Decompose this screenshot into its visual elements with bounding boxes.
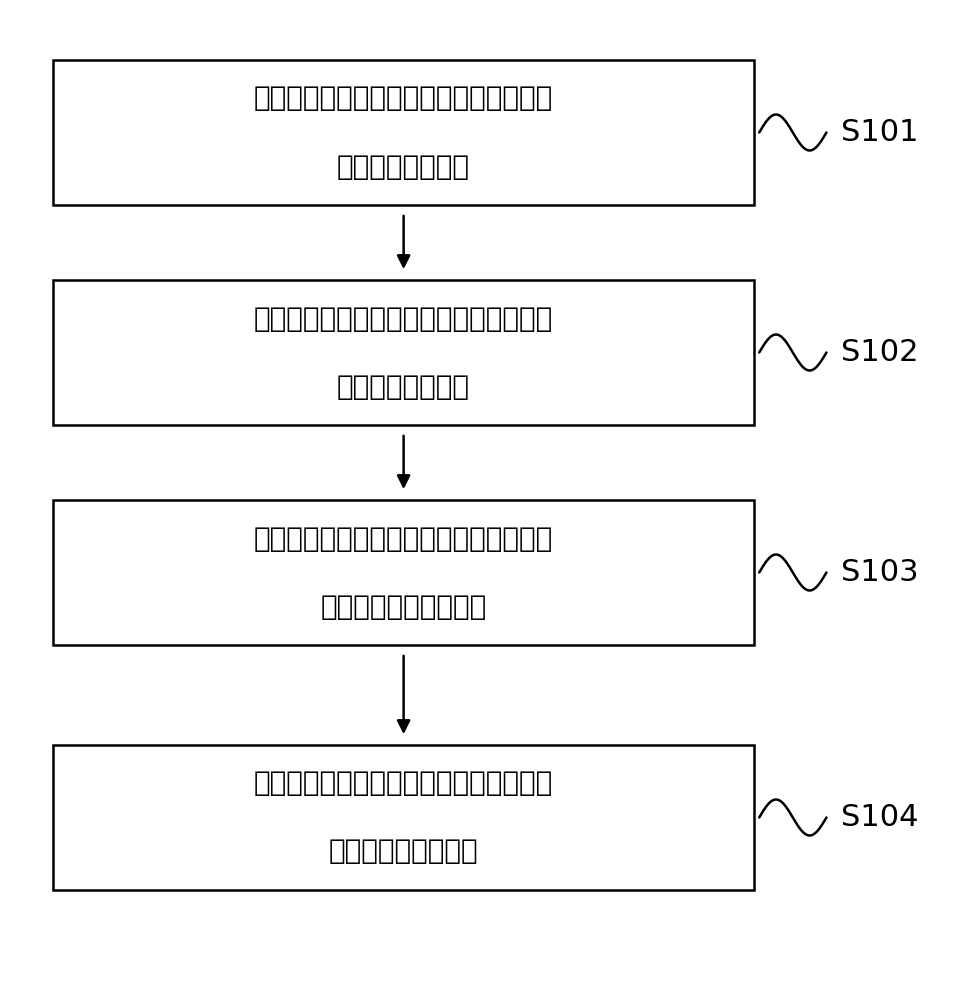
Text: 对应的电气量频谱: 对应的电气量频谱: [337, 152, 470, 180]
Bar: [53, 280, 754, 425]
Text: 根据电弧特征值，判断直流电力系统中是: 根据电弧特征值，判断直流电力系统中是: [254, 770, 554, 798]
Text: S102: S102: [841, 338, 919, 367]
Bar: [53, 745, 754, 890]
Text: 否存在串联电弧故障: 否存在串联电弧故障: [329, 838, 479, 865]
Text: 征值，得到电弧特征值: 征值，得到电弧特征值: [321, 592, 486, 620]
Text: S104: S104: [841, 803, 919, 832]
Bar: [53, 60, 754, 205]
Text: S103: S103: [841, 558, 919, 587]
Text: 根据获取的直流电力系统的电气量，得到: 根据获取的直流电力系统的电气量，得到: [254, 84, 554, 112]
Text: S101: S101: [841, 118, 919, 147]
Text: 根据获取的直流电力系统的电气量，得到: 根据获取的直流电力系统的电气量，得到: [254, 304, 554, 332]
Text: 根据波动分量计算预设的特征频段内的特: 根据波动分量计算预设的特征频段内的特: [254, 524, 554, 552]
Bar: [53, 500, 754, 645]
Text: 对应的电气量频谱: 对应的电气量频谱: [337, 373, 470, 401]
